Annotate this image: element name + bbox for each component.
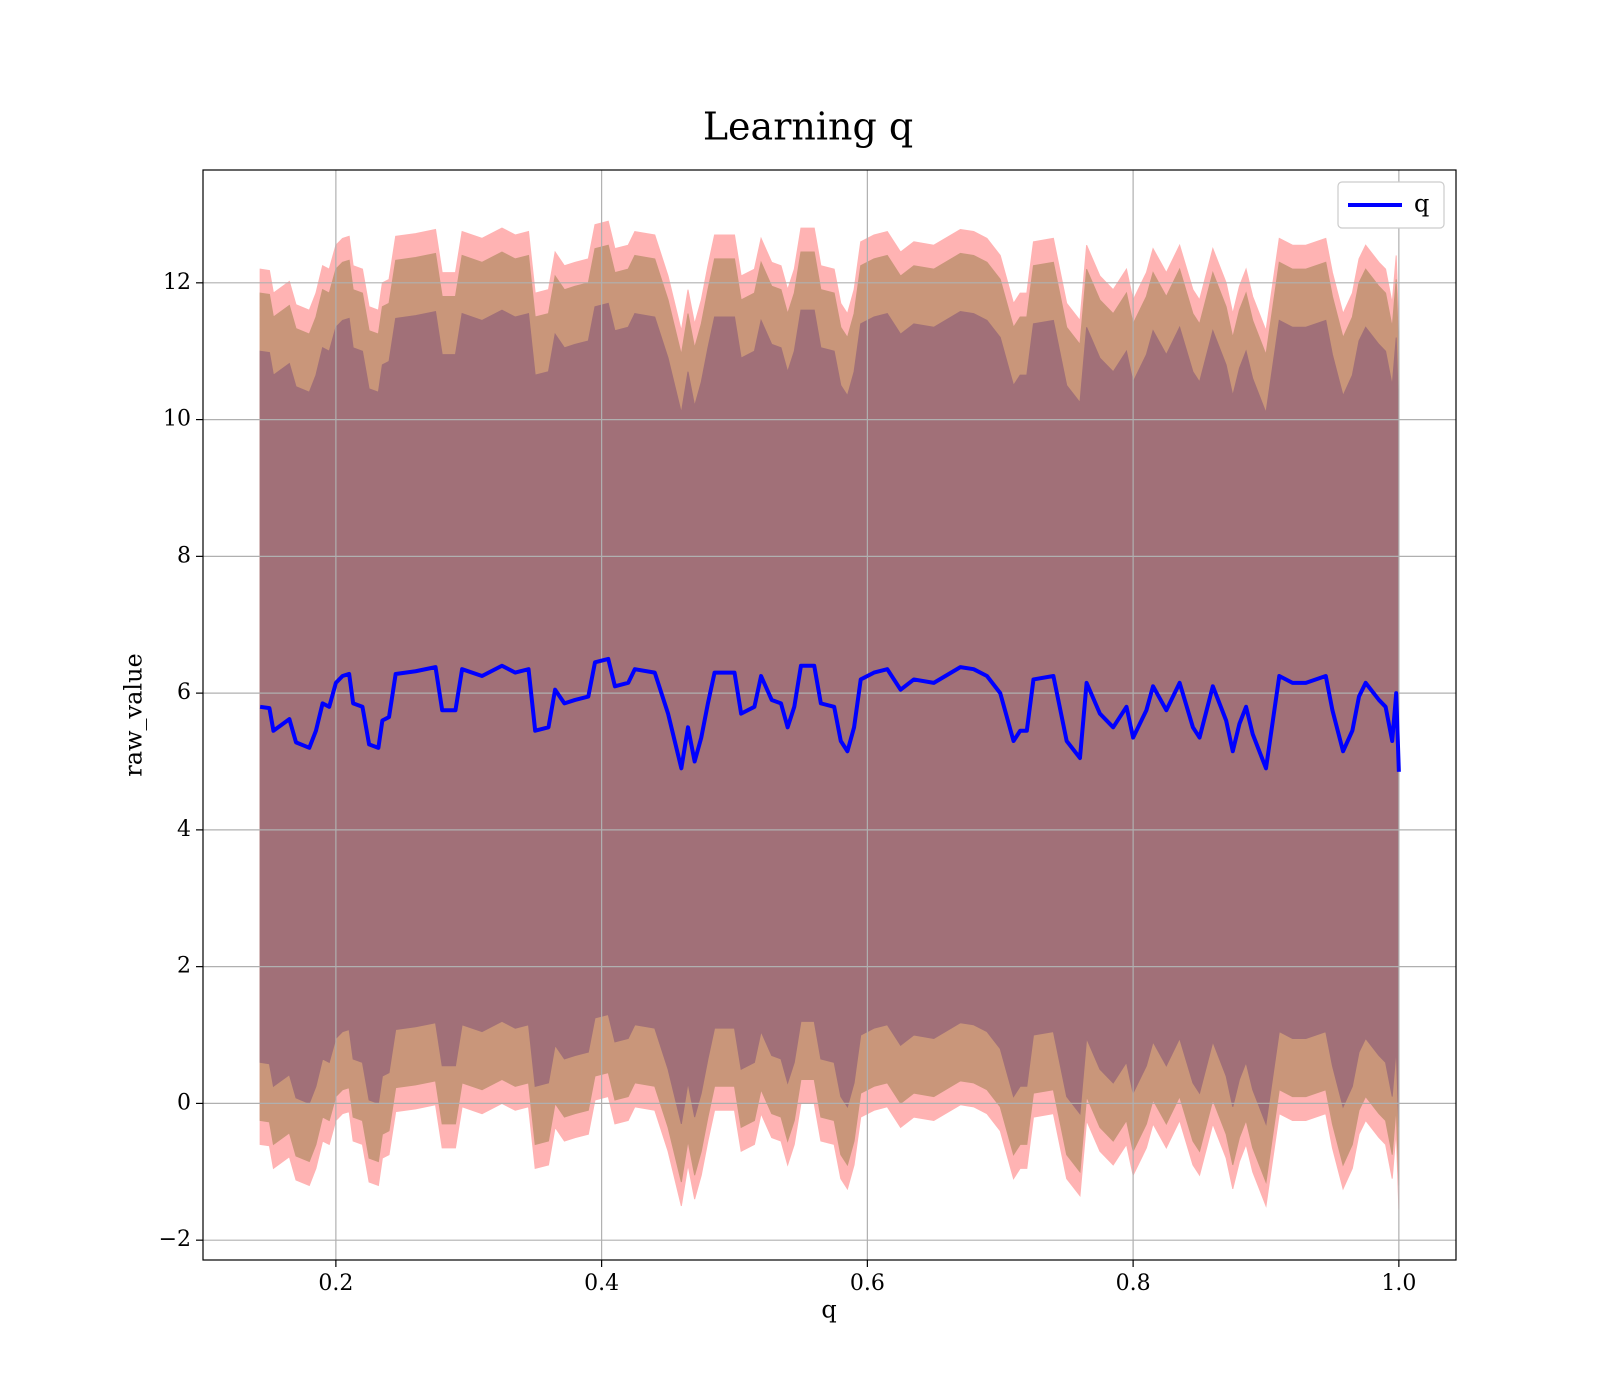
x-tick-label: 1.0	[1381, 1271, 1416, 1296]
x-tick-label: 0.8	[1116, 1271, 1151, 1296]
y-tick-label: 4	[177, 817, 191, 842]
y-axis-label: raw_value	[120, 653, 148, 777]
band	[259, 302, 1400, 1128]
y-tick-label: 2	[177, 954, 191, 979]
y-tick-label: 8	[177, 543, 191, 568]
line	[259, 656, 1401, 772]
y-tick-label: 10	[163, 407, 191, 432]
legend-label: q	[1414, 190, 1429, 218]
y-tick-label: 12	[163, 270, 191, 295]
x-tick-label: 0.2	[318, 1271, 353, 1296]
legend: q	[1337, 181, 1445, 229]
x-tick-label: 0.6	[850, 1271, 885, 1296]
x-tick-label: 0.4	[584, 1271, 619, 1296]
x-axis-label: q	[821, 1296, 836, 1324]
y-tick-label: −2	[159, 1227, 191, 1252]
plot-frame	[202, 169, 1457, 1261]
y-tick-label: 0	[177, 1090, 191, 1115]
y-tick-label: 6	[177, 680, 191, 705]
chart-title: Learning q	[703, 105, 913, 149]
